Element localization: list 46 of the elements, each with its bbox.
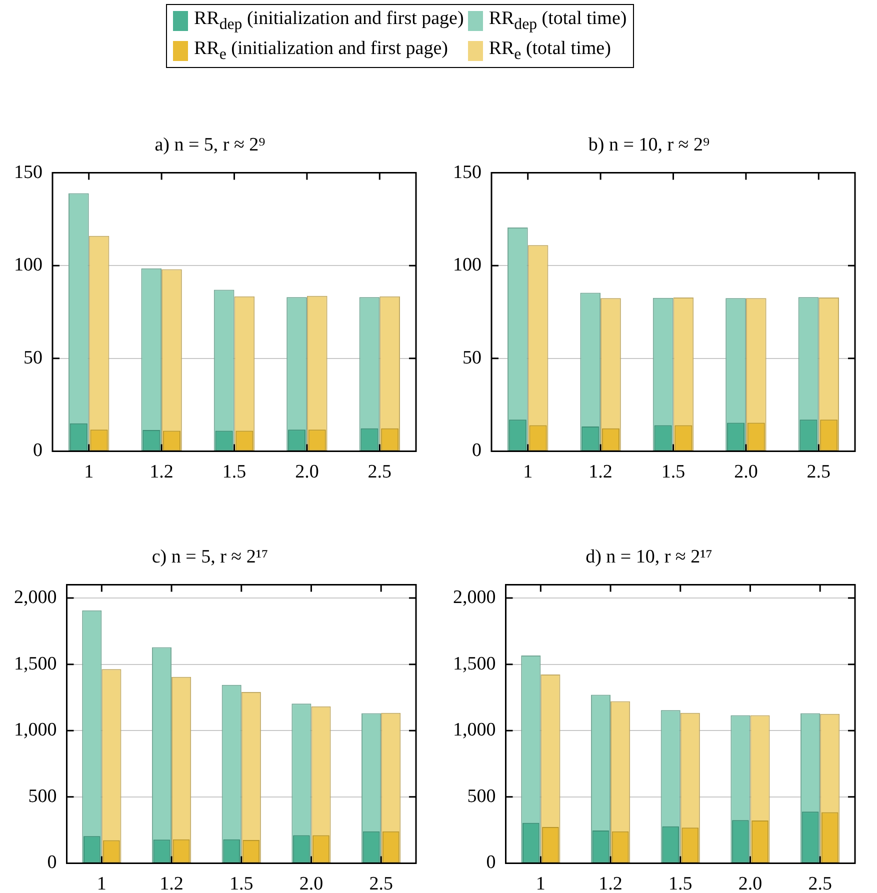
x-tick-label: 1 [96,874,106,893]
x-tick-label: 2.0 [734,462,758,483]
y-tick-label: 1,000 [14,720,57,741]
chart-title: b) n = 10, r ≈ 2⁹ [588,134,710,156]
x-tick-label: 2.0 [299,874,324,893]
y-tick-label: 100 [453,254,482,276]
y-tick-label: 1,500 [453,653,496,674]
y-tick-label: 0 [472,440,482,462]
x-tick-label: 2.0 [738,874,762,893]
x-tick-label: 1.5 [222,462,246,483]
x-tick-label: 1.2 [160,874,184,893]
chart-title: c) n = 5, r ≈ 2¹⁷ [152,546,268,568]
y-tick-label: 1,000 [453,720,496,741]
x-tick-label: 2.5 [368,462,392,483]
y-tick-label: 150 [14,162,42,183]
y-tick-label: 2,000 [14,587,57,608]
x-tick-label: 2.0 [295,462,319,483]
y-tick-label: 500 [467,786,496,807]
y-tick-label: 50 [462,347,482,368]
x-tick-label: 1 [523,462,533,483]
x-tick-label: 1.2 [150,462,174,483]
y-tick-label: 500 [28,786,57,807]
chart-title: d) n = 10, r ≈ 2¹⁷ [586,546,712,568]
legend-label: RR$_{e}$ (total time) [488,38,611,64]
y-tick-label: 50 [24,347,42,368]
legend-label: RR$_{e}$ (initialization and first page) [194,38,448,64]
chart-title: a) n = 5, r ≈ 2⁹ [154,134,266,156]
x-tick-label: 1 [536,874,546,893]
y-tick-label: 2,000 [453,587,496,608]
x-tick-label: 2.5 [369,874,393,893]
y-tick-label: 100 [14,254,42,276]
x-tick-label: 1.5 [230,874,254,893]
x-tick-label: 1.2 [588,462,612,483]
x-tick-label: 2.5 [806,462,831,483]
x-tick-label: 1.5 [668,874,692,893]
y-tick-label: 1,500 [14,653,57,674]
y-tick-label: 150 [453,162,482,183]
y-tick-label: 0 [33,440,42,462]
x-tick-label: 2.5 [808,874,832,893]
legend-label: RR$_{dep}$ (initialization and first page) [194,8,464,34]
x-tick-label: 1 [84,462,94,483]
legend-label: RR$_{dep}$ (total time) [488,8,627,34]
x-tick-label: 1.5 [661,462,686,483]
y-tick-label: 0 [47,852,57,874]
x-tick-label: 1.2 [598,874,622,893]
y-tick-label: 0 [486,852,496,874]
